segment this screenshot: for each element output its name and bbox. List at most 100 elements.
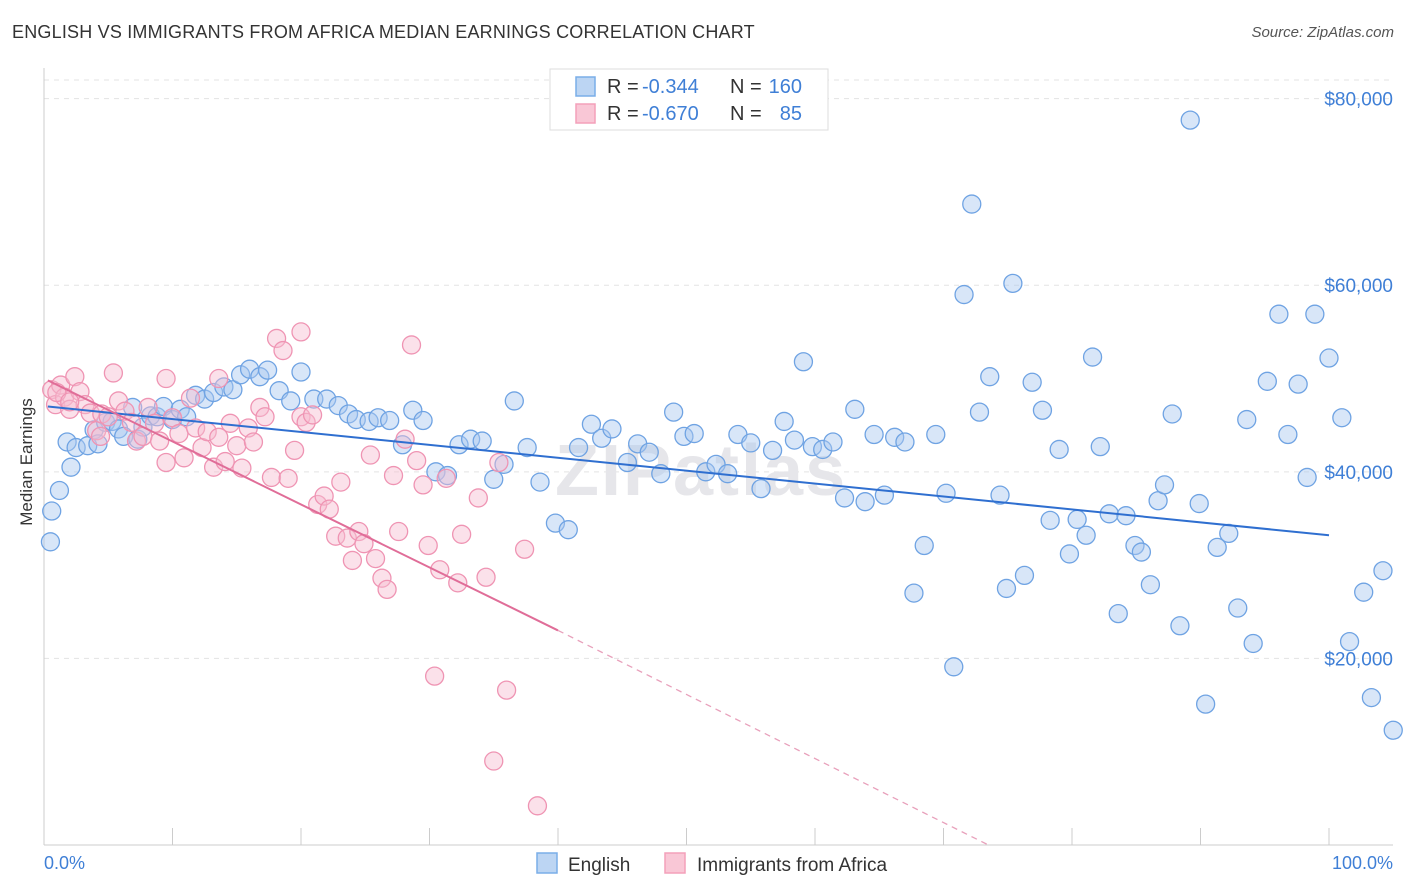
chart-title: ENGLISH VS IMMIGRANTS FROM AFRICA MEDIAN… (12, 22, 755, 42)
english-point (845, 399, 865, 419)
english-point (1339, 631, 1360, 652)
africa-n-value: 85 (780, 103, 802, 125)
africa-point (90, 426, 111, 447)
africa-point (496, 680, 517, 700)
english-swatch-icon (575, 76, 596, 97)
english-point (1219, 523, 1239, 544)
english-point (1195, 694, 1216, 714)
africa-point (108, 391, 129, 411)
stats-box: R = -0.344 N = 160 R = -0.670 N = 85 (549, 68, 829, 131)
africa-point (360, 445, 381, 465)
africa-point (372, 568, 392, 588)
africa-point (169, 423, 189, 444)
english-point (990, 485, 1010, 505)
english-point (639, 442, 659, 462)
english-point (1067, 509, 1087, 530)
english-point (602, 419, 622, 439)
africa-point (527, 796, 548, 816)
english-point (1076, 525, 1096, 545)
english-point (1003, 273, 1023, 294)
english-point (61, 457, 81, 477)
series-africa-points (42, 322, 548, 816)
africa-r-value: -0.670 (642, 103, 699, 125)
axes (43, 68, 1393, 846)
africa-point (273, 340, 293, 361)
africa-point (209, 427, 229, 447)
english-point (834, 488, 855, 508)
english-point (1108, 603, 1128, 624)
africa-point (302, 405, 323, 425)
english-point (42, 501, 62, 521)
legend-africa-icon (664, 852, 686, 874)
english-point (996, 578, 1017, 599)
english-point (864, 424, 884, 445)
english-point (962, 194, 982, 214)
english-point (581, 414, 602, 434)
english-point (1373, 561, 1393, 581)
africa-point (383, 465, 404, 486)
english-point (1207, 537, 1227, 558)
english-point (1049, 439, 1069, 460)
y-tick-label: $40,000 (1324, 463, 1393, 484)
english-point (517, 437, 537, 458)
english-point (317, 389, 337, 409)
english-point (1354, 582, 1374, 602)
english-point (413, 410, 433, 431)
africa-point (250, 397, 270, 418)
africa-point (156, 452, 176, 473)
english-point (904, 583, 924, 603)
english-point (1305, 304, 1325, 324)
english-point (1288, 374, 1308, 394)
english-point (1140, 575, 1161, 595)
english-point (1278, 424, 1298, 445)
english-point (558, 520, 578, 540)
africa-point (65, 367, 85, 387)
english-point (291, 362, 311, 382)
english-point (1257, 371, 1277, 391)
english-point (874, 485, 895, 505)
english-point (1170, 616, 1190, 636)
africa-point (468, 488, 488, 508)
africa-point (227, 436, 247, 456)
africa-swatch-icon (575, 103, 596, 124)
english-point (741, 433, 761, 453)
english-point (793, 352, 814, 372)
africa-point (209, 368, 229, 389)
africa-point (174, 448, 194, 468)
legend-english-icon (536, 852, 558, 874)
africa-point (156, 368, 176, 389)
africa-point (185, 418, 206, 438)
africa-point (406, 450, 427, 471)
y-tick-label: $80,000 (1324, 90, 1393, 111)
africa-point (60, 392, 80, 412)
africa-point (418, 535, 438, 556)
english-point (926, 424, 946, 445)
english-point (1189, 493, 1209, 514)
africa-point (377, 579, 397, 600)
english-point (774, 411, 794, 432)
english-point (1228, 598, 1248, 618)
africa-point (401, 335, 422, 355)
english-point (40, 532, 61, 552)
watermark: ZIPatlas (555, 431, 847, 511)
english-point (1180, 110, 1200, 130)
english-trend-line (47, 405, 1330, 537)
english-point (684, 423, 704, 444)
english-point (368, 408, 388, 428)
source-label: Source: ZipAtlas.com (1251, 24, 1394, 41)
english-r-value: -0.344 (642, 76, 699, 98)
english-point (530, 472, 550, 492)
english-point (1332, 408, 1352, 428)
africa-point (278, 468, 298, 489)
africa-point (395, 429, 415, 449)
africa-point (103, 363, 124, 383)
english-point (1383, 720, 1403, 740)
english-point (49, 480, 70, 501)
english-point (1243, 633, 1263, 654)
english-point (380, 410, 400, 431)
africa-point (436, 468, 456, 489)
legend: English Immigrants from Africa (536, 852, 887, 876)
trend-lines (47, 379, 1330, 846)
english-n-label: N = (730, 76, 762, 98)
english-r-label: R = (607, 76, 639, 98)
